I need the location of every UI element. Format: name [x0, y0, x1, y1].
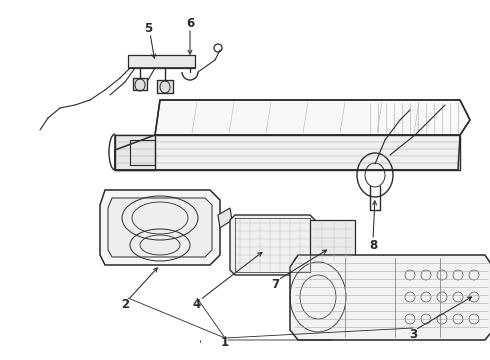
Text: 5: 5 — [144, 22, 152, 35]
Text: 4: 4 — [193, 298, 201, 311]
Text: 1: 1 — [221, 337, 229, 350]
Polygon shape — [218, 208, 232, 228]
Polygon shape — [100, 190, 220, 265]
Polygon shape — [108, 198, 212, 257]
Polygon shape — [230, 215, 315, 275]
Polygon shape — [115, 135, 155, 170]
Polygon shape — [157, 80, 173, 93]
Polygon shape — [310, 220, 355, 265]
Polygon shape — [155, 100, 470, 135]
Text: 2: 2 — [121, 298, 129, 311]
Text: 7: 7 — [271, 279, 279, 292]
Polygon shape — [133, 78, 147, 90]
Polygon shape — [290, 255, 490, 340]
Polygon shape — [115, 135, 460, 170]
Text: 6: 6 — [186, 17, 194, 30]
Polygon shape — [128, 55, 195, 68]
Text: 3: 3 — [409, 328, 417, 342]
Text: 8: 8 — [369, 239, 377, 252]
